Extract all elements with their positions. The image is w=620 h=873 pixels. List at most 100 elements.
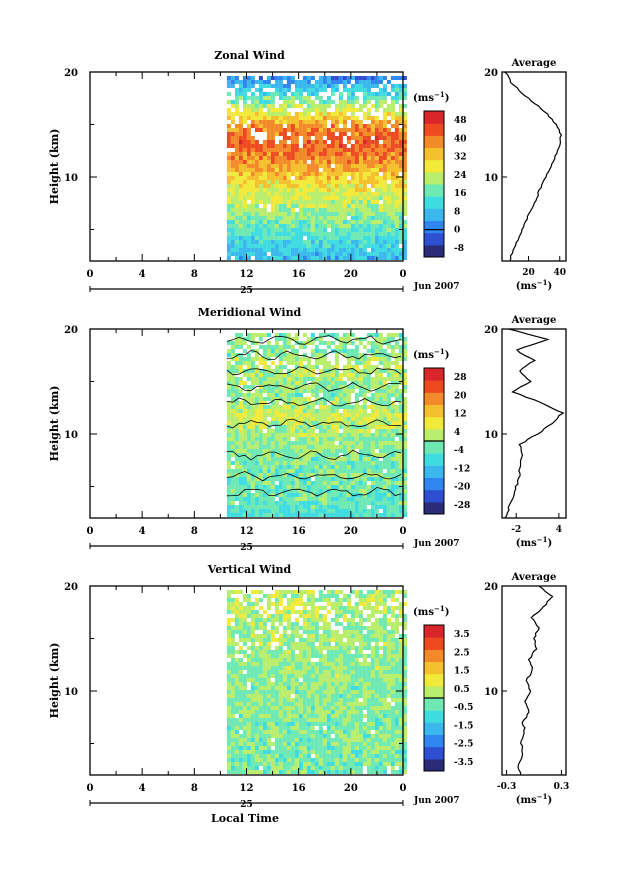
heatmap-cell <box>306 405 311 409</box>
heatmap-cell <box>346 497 351 501</box>
heatmap-cell <box>350 208 355 212</box>
heatmap-cell <box>370 497 375 501</box>
heatmap-cell <box>374 164 379 168</box>
heatmap-cell <box>226 80 231 84</box>
heatmap-cell <box>274 132 279 136</box>
heatmap-cell <box>234 248 239 252</box>
heatmap-cell <box>370 501 375 505</box>
heatmap-cell <box>294 662 299 666</box>
heatmap-cell <box>234 670 239 674</box>
heatmap-cell <box>290 493 295 497</box>
heatmap-cell <box>286 473 291 477</box>
heatmap-cell <box>270 618 275 622</box>
heatmap-cell <box>378 224 383 228</box>
heatmap-cell <box>266 148 271 152</box>
heatmap-cell <box>306 136 311 140</box>
heatmap-cell <box>370 606 375 610</box>
heatmap-cell <box>402 208 407 212</box>
heatmap-cell <box>338 513 343 517</box>
heatmap-cell <box>246 469 251 473</box>
heatmap-cell <box>318 441 323 445</box>
heatmap-cell <box>234 200 239 204</box>
heatmap-cell <box>354 401 359 405</box>
heatmap-cell <box>242 638 247 642</box>
heatmap-cell <box>330 341 335 345</box>
heatmap-cell <box>374 473 379 477</box>
heatmap-cell <box>302 116 307 120</box>
heatmap-cell <box>290 497 295 501</box>
heatmap-cell <box>258 224 263 228</box>
heatmap-cell <box>286 256 291 260</box>
heatmap-cell <box>378 618 383 622</box>
heatmap-cell <box>362 513 367 517</box>
heatmap-cell <box>322 224 327 228</box>
heatmap-cell <box>378 610 383 614</box>
heatmap-cell <box>330 429 335 433</box>
heatmap-cell <box>254 646 259 650</box>
heatmap-cell <box>282 232 287 236</box>
heatmap-cell <box>314 465 319 469</box>
heatmap-cell <box>342 224 347 228</box>
heatmap-cell <box>374 626 379 630</box>
heatmap-cell <box>386 505 391 509</box>
heatmap-cell <box>286 646 291 650</box>
heatmap-cell <box>314 184 319 188</box>
heatmap-cell <box>366 204 371 208</box>
heatmap-cell <box>362 606 367 610</box>
heatmap-cell <box>402 136 407 140</box>
heatmap-cell <box>374 413 379 417</box>
heatmap-cell <box>362 128 367 132</box>
heatmap-cell <box>374 184 379 188</box>
colorbar-tick-label: 16 <box>454 189 467 199</box>
heatmap-cell <box>306 100 311 104</box>
heatmap-cell <box>402 501 407 505</box>
heatmap-cell <box>226 188 231 192</box>
heatmap-cell <box>274 224 279 228</box>
heatmap-cell <box>402 489 407 493</box>
heatmap-cell <box>298 405 303 409</box>
heatmap-cell <box>386 337 391 341</box>
heatmap-cell <box>326 377 331 381</box>
heatmap-cell <box>322 445 327 449</box>
heatmap-cell <box>398 188 403 192</box>
heatmap-cell <box>322 208 327 212</box>
heatmap-cell <box>378 156 383 160</box>
heatmap-cell <box>310 337 315 341</box>
heatmap-cell <box>382 489 387 493</box>
heatmap-cell <box>250 453 255 457</box>
heatmap-cell <box>294 409 299 413</box>
heatmap-cell <box>390 236 395 240</box>
heatmap-cell <box>258 682 263 686</box>
heatmap-cell <box>290 248 295 252</box>
heatmap-cell <box>402 156 407 160</box>
heatmap-cell <box>262 674 267 678</box>
heatmap-cell <box>270 236 275 240</box>
heatmap-cell <box>250 417 255 421</box>
heatmap-cell <box>330 369 335 373</box>
heatmap-cell <box>366 92 371 96</box>
heatmap-cell <box>282 634 287 638</box>
heatmap-cell <box>378 393 383 397</box>
heatmap-cell <box>382 244 387 248</box>
heatmap-cell <box>274 445 279 449</box>
heatmap-cell <box>234 160 239 164</box>
heatmap-cell <box>346 678 351 682</box>
heatmap-cell <box>310 598 315 602</box>
heatmap-cell <box>346 662 351 666</box>
heatmap-cell <box>398 638 403 642</box>
heatmap-cell <box>282 401 287 405</box>
heatmap-cell <box>346 493 351 497</box>
heatmap-cell <box>254 373 259 377</box>
heatmap-cell <box>322 401 327 405</box>
heatmap-cell <box>330 220 335 224</box>
heatmap-cell <box>310 184 315 188</box>
heatmap-cell <box>254 381 259 385</box>
heatmap-cell <box>338 433 343 437</box>
heatmap-cell <box>270 353 275 357</box>
heatmap-cell <box>230 389 235 393</box>
heatmap-cell <box>298 465 303 469</box>
heatmap-cell <box>374 405 379 409</box>
heatmap-cell <box>346 594 351 598</box>
heatmap-cell <box>230 248 235 252</box>
heatmap-cell <box>282 172 287 176</box>
